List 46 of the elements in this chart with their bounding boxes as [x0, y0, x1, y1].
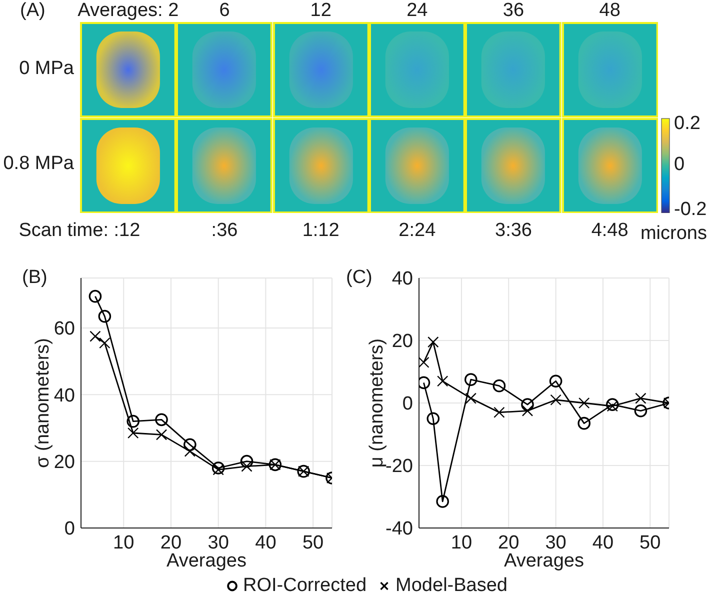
text: 4:48 — [591, 220, 628, 241]
x-tick-label: 36 — [502, 0, 524, 21]
legend-label: ROI-Corrected — [243, 575, 367, 596]
text: 1:12 — [302, 220, 340, 241]
y-tick-label: 20 — [392, 331, 413, 352]
legend-label: Model-Based — [396, 575, 508, 596]
chart-title: (C) — [346, 267, 372, 288]
x-tick-label: 40 — [592, 532, 614, 554]
x-tick-label: 48 — [599, 0, 620, 21]
color-bar-label: 0 — [674, 154, 685, 176]
text: Scan time: :12 — [18, 220, 140, 241]
y-tick-label: 20 — [54, 452, 75, 474]
color-bar-title: microns — [640, 223, 707, 244]
x-tick-label: 10 — [113, 532, 134, 554]
x-tick-label: 40 — [255, 532, 276, 554]
text: 2:24 — [398, 220, 436, 241]
x-axis-title: Averages — [504, 550, 584, 572]
x-tick-label: 20 — [160, 532, 182, 554]
x-tick-label: 6 — [219, 0, 230, 21]
chart-title: (A) — [20, 0, 46, 21]
chart-title: (B) — [22, 267, 48, 288]
x-tick-label: Averages: 2 — [78, 0, 179, 21]
y-tick-label: 0 MPa — [19, 58, 74, 79]
x-tick-label: 20 — [498, 532, 520, 554]
y-tick-label: 40 — [392, 268, 413, 290]
y-tick-label: -40 — [386, 518, 413, 540]
color-bar-label: 0.2 — [674, 112, 700, 134]
y-tick-label: 40 — [54, 385, 75, 406]
text: :36 — [211, 220, 238, 241]
x-tick-label: 50 — [302, 532, 324, 554]
y-axis-title: μ (nanometers) — [366, 338, 388, 468]
x-tick-label: 10 — [450, 532, 472, 554]
x-tick-label: 12 — [310, 0, 332, 21]
y-tick-label: 60 — [54, 318, 75, 340]
color-bar-label: -0.2 — [674, 199, 707, 220]
x-axis-title: Averages — [166, 550, 246, 572]
y-tick-label: -20 — [386, 456, 413, 478]
x-tick-label: 30 — [208, 532, 229, 554]
y-tick-label: 0.8 MPa — [3, 153, 74, 174]
y-axis-title: σ (nanometers) — [32, 338, 54, 468]
y-tick-label: 0 — [64, 518, 75, 540]
x-tick-label: 24 — [406, 0, 428, 21]
y-tick-label: 0 — [402, 394, 413, 415]
text: 3:36 — [495, 220, 532, 241]
x-tick-label: 30 — [545, 532, 566, 554]
x-tick-label: 50 — [640, 532, 661, 554]
